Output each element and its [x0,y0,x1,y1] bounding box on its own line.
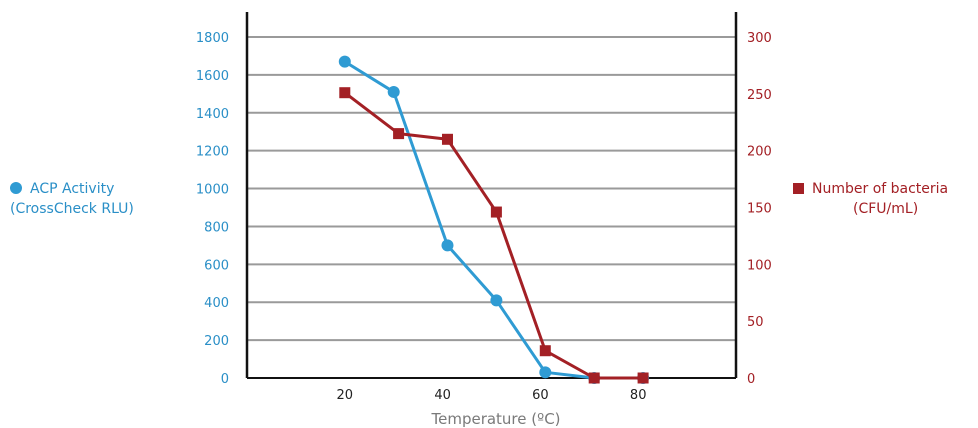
acp-activity-point [338,55,351,68]
acp-activity-point [387,85,400,98]
x-tick-label: 80 [630,388,647,403]
bacteria-count-point [539,345,551,357]
bacteria-count-point [393,128,405,140]
legend-acp-activity: ACP Activity (CrossCheck RLU) [10,179,134,219]
right-tick-label: 50 [747,315,764,330]
acp-activity-point [441,239,454,252]
circle-marker-icon [10,182,22,194]
left-tick-label: 1400 [196,107,229,122]
left-tick-label: 600 [204,258,229,273]
left-tick-label: 800 [204,220,229,235]
legend-right-line1: Number of bacteria [812,181,949,197]
left-tick-label: 1600 [196,69,229,84]
bacteria-count-point [441,133,453,145]
grid-lines [247,36,736,342]
right-tick-label: 0 [747,372,755,387]
x-tick-label: 20 [337,388,354,403]
tick-labels: 0 200 400 600 800 1000 1200 1400 1600 1800 0 50 100 1… [196,31,772,403]
axes [245,12,738,379]
right-tick-label: 250 [747,88,772,103]
bacteria-count-point [339,87,351,99]
bacteria-count-point [490,206,502,218]
right-tick-label: 150 [747,202,772,217]
legend-bacteria-count: Number of bacteria (CFU/mL) [793,179,948,219]
left-tick-label: 200 [204,334,229,349]
left-tick-label: 1800 [196,31,229,46]
acp-activity-line [344,60,644,380]
bacteria-count-point [637,372,649,384]
acp-activity-point [539,366,552,379]
x-tick-label: 40 [434,388,451,403]
right-tick-label: 300 [747,31,772,46]
x-axis-label: Temperature (ºC) [430,410,560,428]
x-tick-label: 60 [532,388,549,403]
square-marker-icon [793,183,804,194]
right-tick-label: 200 [747,145,772,160]
right-tick-label: 100 [747,258,772,273]
legend-left-line2: (CrossCheck RLU) [10,201,134,217]
bacteria-count-point [588,372,600,384]
left-tick-label: 1000 [196,183,229,198]
acp-activity-point [490,294,503,307]
left-tick-label: 1200 [196,145,229,160]
left-tick-label: 400 [204,296,229,311]
bacteria-count-line [343,91,644,380]
legend-left-line1: ACP Activity [30,181,115,197]
series-group [338,55,650,384]
left-tick-label: 0 [221,372,229,387]
legend-right-line2: (CFU/mL) [853,201,919,217]
